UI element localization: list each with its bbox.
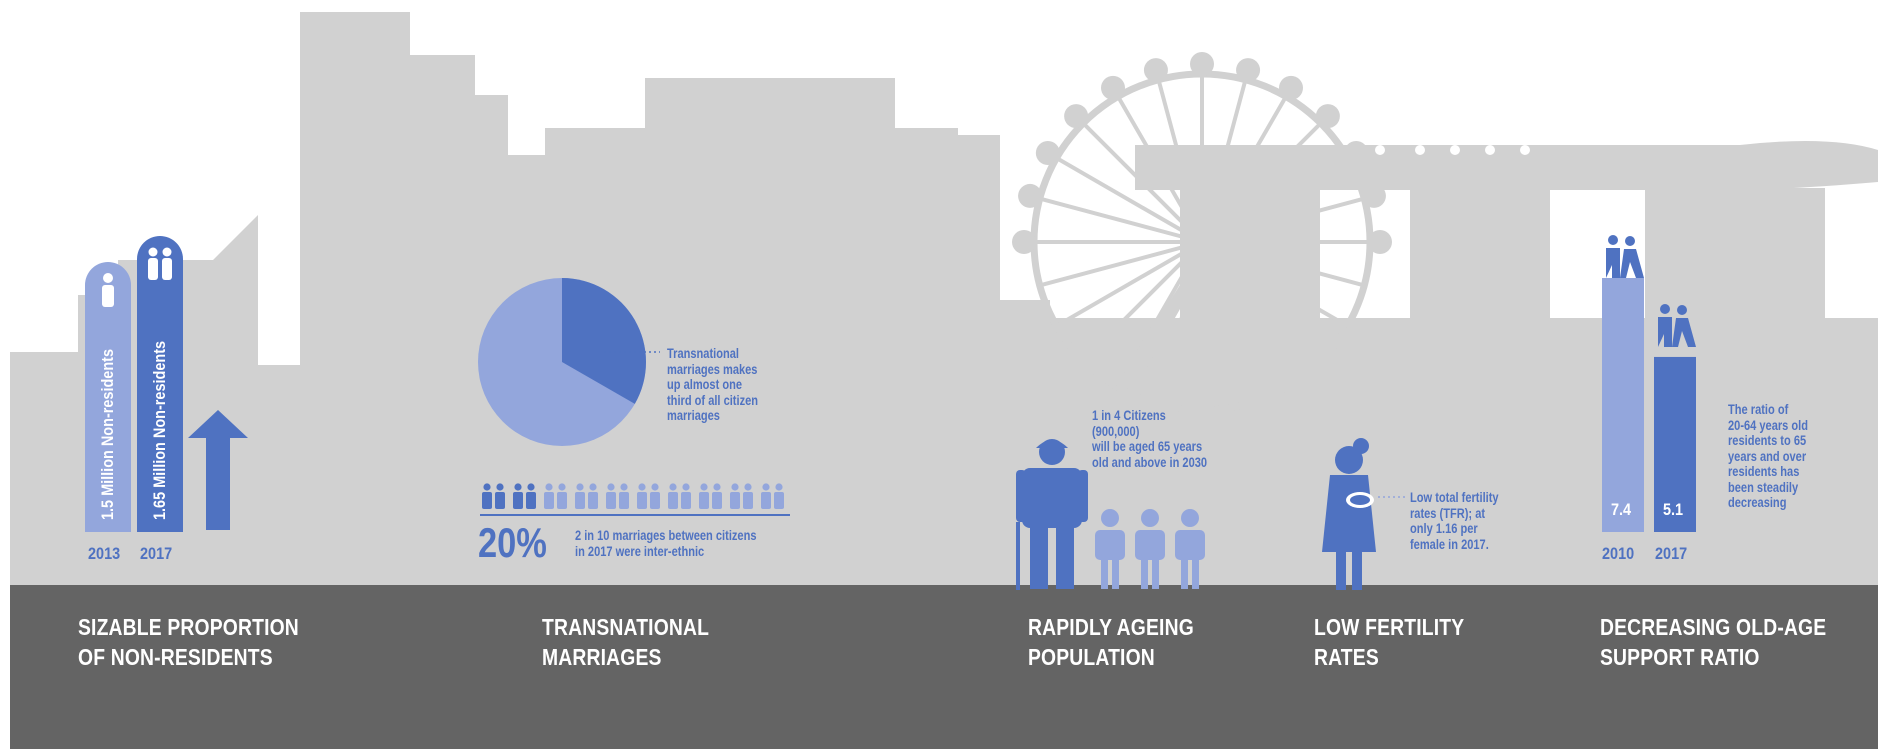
wheel-cabin: [1368, 230, 1392, 254]
section-title-ageing: RAPIDLY AGEING POPULATION: [1028, 612, 1194, 672]
person-icon: [102, 273, 114, 307]
caregiver-icon: [1606, 235, 1644, 278]
year-2010: 2010: [1602, 544, 1634, 564]
section-title-non-residents: SIZABLE PROPORTION OF NON-RESIDENTS: [78, 612, 299, 672]
wheel-cabin: [1316, 104, 1340, 128]
city-skyline-silhouette: [10, 12, 1878, 585]
section-title-fertility: LOW FERTILITY RATES: [1314, 612, 1464, 672]
pie-note: Transnational marriages makes up almost …: [667, 346, 758, 424]
wheel-cabin: [1012, 230, 1036, 254]
bar-2010: [1602, 278, 1644, 532]
section-title-transnational: TRANSNATIONAL MARRIAGES: [542, 612, 709, 672]
year-2017-ratio: 2017: [1655, 544, 1687, 564]
wheel-cabin: [1190, 52, 1214, 76]
wheel-cabin: [1018, 184, 1042, 208]
wheel-cabin: [1036, 141, 1060, 165]
wheel-cabin: [1144, 58, 1168, 82]
section-title-support-ratio: DECREASING OLD-AGE SUPPORT RATIO: [1600, 612, 1826, 672]
ageing-note: 1 in 4 Citizens (900,000) will be aged 6…: [1092, 408, 1207, 470]
fertility-note: Low total fertility rates (TFR); at only…: [1410, 490, 1499, 552]
year-2013: 2013: [88, 544, 120, 564]
wheel-cabin: [1064, 104, 1088, 128]
bar-label-2013: 1.5 Million Non-residents: [98, 349, 118, 520]
ratio-value-2017: 5.1: [1663, 500, 1683, 520]
marina-bay-sands-icon: [1135, 141, 1878, 388]
wheel-cabin: [1279, 76, 1303, 100]
ratio-value-2010: 7.4: [1611, 500, 1631, 520]
bar-label-2017: 1.65 Million Non-residents: [150, 341, 170, 520]
year-2017: 2017: [140, 544, 172, 564]
support-ratio-note: The ratio of 20-64 years old residents t…: [1728, 402, 1808, 511]
wheel-cabin: [1101, 76, 1125, 100]
wheel-cabin: [1236, 58, 1260, 82]
percent-note: 2 in 10 marriages between citizens in 20…: [575, 528, 757, 559]
percent-value: 20%: [478, 522, 547, 564]
